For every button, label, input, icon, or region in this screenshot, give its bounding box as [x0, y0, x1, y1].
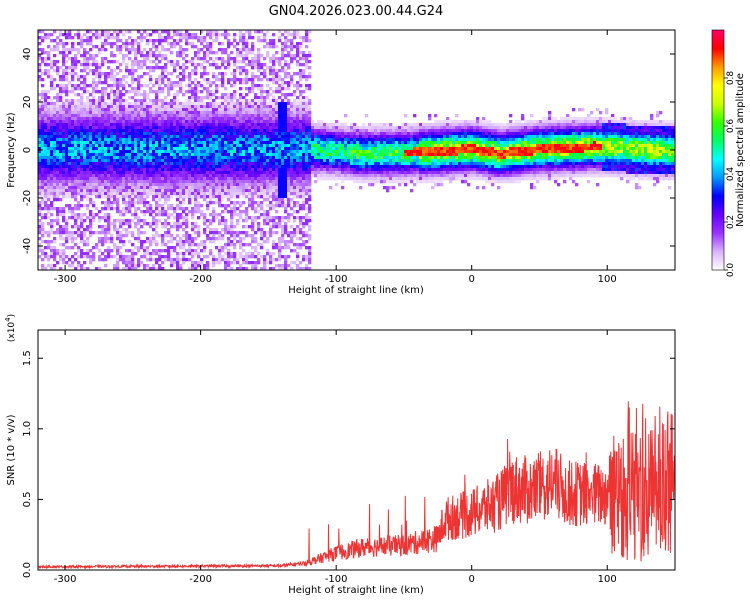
x-tick-label: -100	[325, 574, 348, 585]
y-tick-label: 1.5	[22, 350, 33, 366]
y-tick-label: 0.5	[22, 491, 33, 507]
colorbar-tick-label: 0.8	[726, 71, 736, 86]
x-tick-label: 0	[469, 274, 475, 285]
x-tick-label: 0	[469, 574, 475, 585]
spectrogram-x-axis: -300 -200 -100 0 100	[54, 30, 617, 285]
snr-series-line	[38, 401, 675, 570]
y-tick-label: 1.0	[22, 421, 33, 437]
colorbar-tick-label: 0.2	[726, 215, 736, 229]
x-tick-label: 100	[598, 574, 617, 585]
x-tick-label: -200	[189, 574, 212, 585]
colorbar: 0.0 0.2 0.4 0.6 0.8 Normalized spectral ampl…	[711, 29, 746, 278]
spectrogram-heatmap	[38, 30, 675, 270]
colorbar-ticks: 0.0 0.2 0.4 0.6 0.8	[724, 71, 736, 278]
snr-frame	[37, 329, 676, 571]
colorbar-tick-label: 0.4	[726, 167, 736, 182]
y-tick-label: 0.0	[22, 562, 33, 578]
y-tick-label: -20	[22, 190, 33, 206]
snr-y-axis: 0.0 0.5 1.0 1.5	[22, 350, 675, 578]
x-tick-label: 100	[598, 274, 617, 285]
figure-title: GN04.2026.023.00.44.G24	[269, 4, 444, 19]
colorbar-label: Normalized spectral amplitude	[735, 73, 746, 227]
spectrogram-y-label: Frequency (Hz)	[6, 112, 17, 188]
snr-scale-factor: (x104)	[4, 314, 17, 342]
snr-y-label: SNR (10 * v/v)	[6, 414, 17, 485]
x-tick-label: -300	[54, 274, 77, 285]
snr-scale-close: )	[7, 314, 17, 318]
snr-scale-prefix: (x10	[7, 322, 17, 343]
colorbar-tick-label: 0.0	[726, 263, 736, 278]
x-tick-label: -100	[325, 274, 348, 285]
x-tick-label: -200	[189, 274, 212, 285]
spectrogram-y-axis: -40 -20 0 20 40	[22, 48, 675, 254]
y-tick-label: -40	[22, 238, 33, 254]
snr-x-label: Height of straight line (km)	[288, 585, 424, 596]
snr-x-axis: -300 -200 -100 0 100	[54, 330, 617, 585]
y-tick-label: 40	[22, 48, 33, 61]
snr-panel: -300 -200 -100 0 100 0.0 0.5 1.0 1.5 Height of …	[4, 314, 676, 596]
snr-scale-exponent: 4	[4, 317, 12, 322]
y-tick-label: 20	[22, 96, 33, 109]
x-tick-label: -300	[54, 574, 77, 585]
colorbar-tick-label: 0.6	[726, 119, 736, 134]
y-tick-label: 0	[22, 147, 33, 153]
spectrogram-x-label: Height of straight line (km)	[288, 285, 424, 296]
colorbar-gradient	[711, 29, 725, 271]
